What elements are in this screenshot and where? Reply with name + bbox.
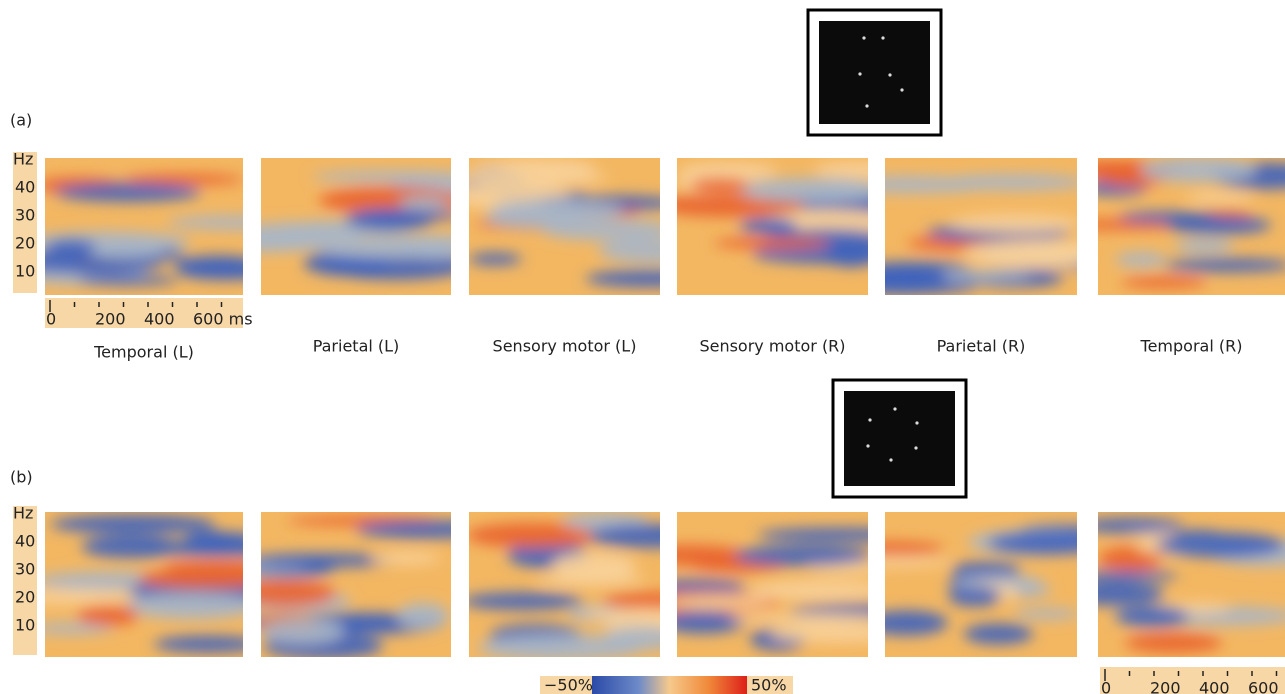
blob xyxy=(468,253,522,265)
stimulus-b xyxy=(833,380,966,497)
blob xyxy=(462,592,584,610)
figure: (a) (b) −50% 50% Hz403020100200400600 ms… xyxy=(0,0,1285,694)
blob xyxy=(153,636,261,653)
blob xyxy=(690,177,750,191)
blob xyxy=(1167,216,1271,235)
blob xyxy=(713,237,831,249)
blob xyxy=(484,208,586,229)
blob xyxy=(84,242,164,259)
blob xyxy=(55,183,201,202)
blob xyxy=(660,611,745,634)
blob xyxy=(536,573,645,585)
y-tick-label: 20 xyxy=(15,234,35,253)
heatmap xyxy=(221,512,500,659)
blob xyxy=(1186,192,1254,204)
region-label: Parietal (R) xyxy=(937,337,1026,356)
blob xyxy=(1115,606,1190,627)
blob xyxy=(260,618,344,644)
blob xyxy=(81,535,178,558)
blob xyxy=(948,214,1080,234)
blob xyxy=(206,532,257,549)
heatmap xyxy=(1063,512,1285,657)
blob xyxy=(729,613,886,623)
blob xyxy=(1125,633,1223,653)
time-tick-label: 600 ms xyxy=(193,310,253,329)
blob xyxy=(1078,518,1183,533)
blob xyxy=(603,626,684,650)
time-tick-label: 400 xyxy=(1199,679,1230,694)
blob xyxy=(988,253,1084,267)
region-label: Temporal (R) xyxy=(1140,337,1243,356)
blob xyxy=(174,255,261,275)
blob xyxy=(1155,532,1285,557)
blob xyxy=(399,196,450,211)
blob xyxy=(397,603,449,629)
region-label: Sensory motor (L) xyxy=(493,337,637,356)
blob xyxy=(1072,571,1178,582)
blob xyxy=(740,218,798,234)
heatmap xyxy=(200,158,499,295)
blob xyxy=(125,593,259,620)
time-tick-label: 200 xyxy=(1150,679,1181,694)
blob xyxy=(50,514,215,533)
time-tick-label: 200 xyxy=(95,310,126,329)
blob xyxy=(236,580,336,606)
region-label: Sensory motor (R) xyxy=(699,337,845,356)
time-tick-label: 0 xyxy=(1101,679,1111,694)
blob xyxy=(371,552,441,565)
blob xyxy=(403,238,469,258)
blob xyxy=(988,532,1106,555)
blob xyxy=(77,605,139,626)
blob xyxy=(865,610,948,635)
blob xyxy=(137,569,276,589)
blob xyxy=(665,595,773,609)
blob xyxy=(345,208,433,230)
y-tick-label: 40 xyxy=(15,532,35,551)
blob xyxy=(1175,238,1235,253)
y-tick-label: 40 xyxy=(15,178,35,197)
y-tick-label: 20 xyxy=(15,588,35,607)
region-label: Temporal (L) xyxy=(93,343,194,362)
y-tick-label: 30 xyxy=(15,560,35,579)
blob xyxy=(1121,277,1207,289)
panel-label: (a) xyxy=(10,111,32,130)
blob xyxy=(1139,157,1257,183)
y-tick-label: 30 xyxy=(15,206,35,225)
heatmap xyxy=(2,512,305,657)
blob xyxy=(948,586,1001,607)
region-label: Parietal (L) xyxy=(313,337,400,356)
blob xyxy=(312,171,474,183)
time-tick-label: 600 ms xyxy=(1248,679,1285,694)
colorbar-max: 50% xyxy=(751,676,787,694)
y-axis-unit: Hz xyxy=(13,150,33,169)
blob xyxy=(1063,582,1165,605)
blob xyxy=(822,181,877,196)
blob xyxy=(1115,252,1167,267)
stimulus-a xyxy=(808,10,941,135)
heatmap xyxy=(451,158,711,295)
blob xyxy=(46,239,97,254)
blob xyxy=(747,580,890,600)
y-tick-label: 10 xyxy=(15,616,35,635)
y-axis-unit: Hz xyxy=(13,504,33,523)
colorbar: −50% 50% xyxy=(540,676,793,694)
time-tick-label: 400 xyxy=(144,310,175,329)
blob xyxy=(963,624,1033,645)
y-tick-label: 10 xyxy=(15,262,35,281)
colorbar-min: −50% xyxy=(544,676,593,694)
blob xyxy=(734,545,872,566)
panel-label: (b) xyxy=(10,468,33,487)
time-tick-label: 0 xyxy=(46,310,56,329)
blob xyxy=(1013,608,1079,619)
blob xyxy=(77,275,179,285)
